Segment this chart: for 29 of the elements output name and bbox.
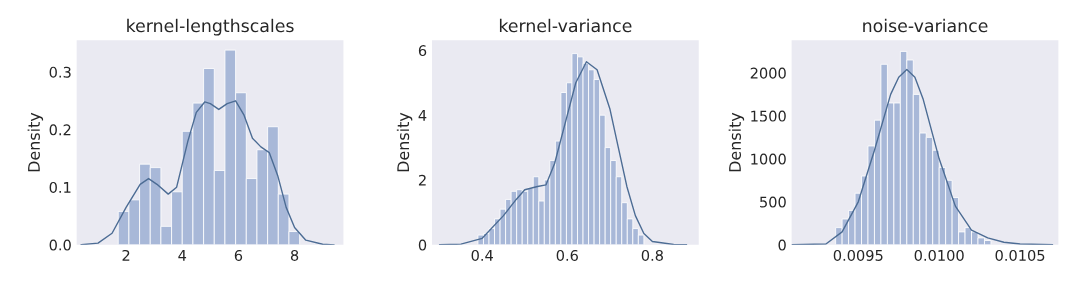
chart-title: kernel-lengthscales <box>127 18 294 36</box>
y-tick-label: 4 <box>418 110 427 121</box>
y-axis-title: Density <box>27 112 44 172</box>
x-tick-label: 0.8 <box>641 249 663 261</box>
y-tick-label: 0.2 <box>49 124 71 136</box>
x-tick-label: 8 <box>290 249 299 261</box>
y-tick-label: 1500 <box>751 110 786 122</box>
y-tick-label: 0.0 <box>49 239 71 251</box>
chart-title: noise-variance <box>863 18 988 33</box>
y-tick-label: 2 <box>418 174 426 186</box>
chart-title: kernel-variance <box>499 18 632 33</box>
y-tick-label: 6 <box>418 45 427 57</box>
y-tick-label: 0.1 <box>49 181 71 193</box>
x-tick-label: 2 <box>122 249 130 261</box>
x-tick-label: 6 <box>234 249 243 261</box>
y-tick-label: 0 <box>418 239 427 251</box>
x-tick-label: 0.0095 <box>833 249 883 261</box>
y-axis-title: Density <box>396 112 413 172</box>
y-tick-label: 1000 <box>751 153 786 165</box>
y-tick-label: 500 <box>760 196 786 208</box>
y-axis-title: Density <box>728 112 745 172</box>
x-tick-label: 0.0105 <box>995 249 1045 261</box>
y-tick-label: 0 <box>778 239 786 251</box>
x-tick-label: 0.6 <box>556 249 578 261</box>
x-tick-label: 0.4 <box>471 249 493 261</box>
x-tick-label: 4 <box>178 250 187 261</box>
y-tick-label: 2000 <box>750 67 786 79</box>
x-tick-label: 0.0100 <box>914 249 964 261</box>
y-tick-label: 0.3 <box>49 66 71 78</box>
